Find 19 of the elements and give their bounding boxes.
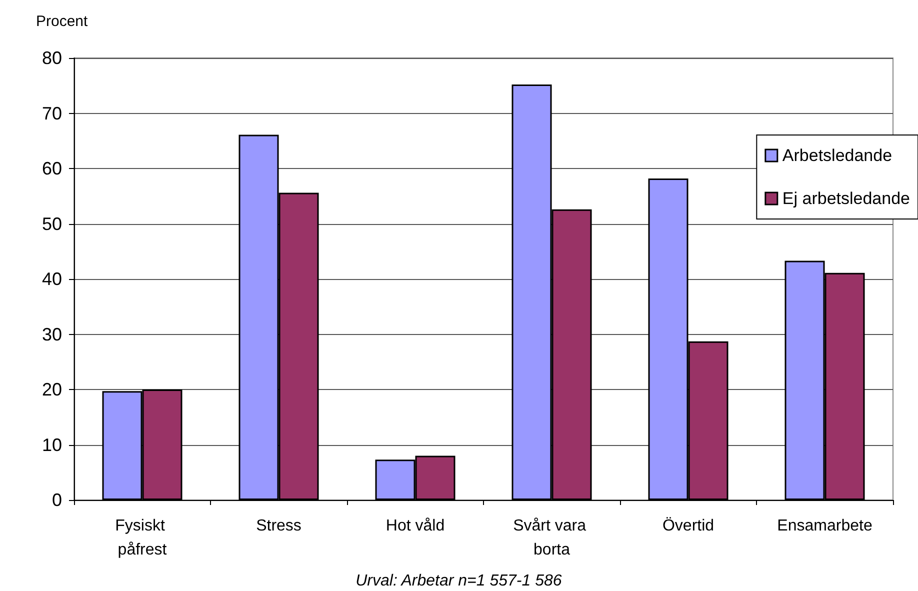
y-tick-label: 50 [42,214,62,234]
x-tick-label: Övertid [662,516,714,534]
y-axis-title: Procent [36,13,89,30]
y-tick-label: 60 [42,158,62,178]
x-tick-label: Stress [256,518,302,534]
y-tick-label: 0 [52,490,62,510]
legend-label: Ej arbetsledande [782,189,910,208]
x-tick-label: Ensamarbete [777,518,872,534]
text: Urval: Arbetar n=1 557-1 586 [356,572,562,590]
y-tick-label: 70 [42,103,62,124]
x-tick-label: Svårt vara borta [513,518,590,558]
y-tick-label: 10 [42,434,62,455]
x-tick-label: Fysiskt påfrest [115,518,170,558]
x-tick-label: Hot våld [386,518,445,534]
y-tick-label: 20 [42,380,62,400]
y-tick-label: 30 [42,324,62,344]
y-tick-label: 40 [42,269,62,289]
legend-label: Arbetsledande [782,146,892,165]
y-tick-label: 80 [42,48,62,68]
